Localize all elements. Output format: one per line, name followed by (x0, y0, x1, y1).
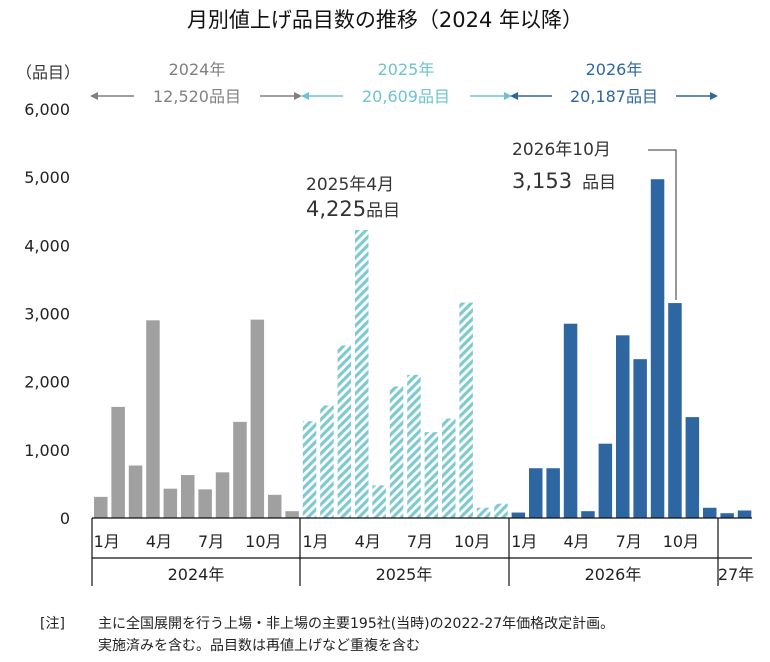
year-label-2025: 2025年 (376, 565, 433, 584)
bar-2025年-m4 (355, 229, 369, 518)
x-tick-label: 4月 (355, 532, 381, 551)
callout-2026-october-value-line: 3,153 品目 (512, 169, 616, 193)
y-tick-label: 5,000 (24, 168, 70, 187)
bars (94, 179, 752, 518)
bar-2025年-m10 (459, 302, 473, 518)
bar-2024年-m12 (285, 511, 299, 518)
year-label-2027: 27年 (718, 565, 754, 584)
bar-2026年-m6 (598, 443, 613, 518)
period-2024: 2024年 12,520品目 (90, 60, 302, 106)
bar-2024年-m7 (198, 489, 212, 518)
callout-2025-april-value: 4,225 (306, 197, 366, 221)
x-tick-label: 10月 (663, 532, 699, 551)
period-2025: 2025年 20,609品目 (301, 60, 512, 106)
bar-2025年-m7 (407, 374, 421, 518)
bar-2026年-m12 (703, 507, 717, 518)
bar-2025年-m8 (424, 432, 439, 518)
note-line-2: 実施済みを含む。品目数は再値上げなど重複を含む (98, 637, 420, 654)
x-tick-label: 7月 (198, 532, 224, 551)
bar-2026年-m11 (685, 417, 700, 518)
x-tick-label: 7月 (616, 532, 642, 551)
callout-2025-april-unit: 品目 (366, 201, 400, 221)
period-2026: 2026年 20,187品目 (510, 60, 718, 106)
bar-2025年-m2 (320, 405, 334, 518)
bar-2026年-m5 (581, 511, 595, 518)
callout-2025-april: 2025年4月 4,225品目 (306, 175, 400, 221)
chart-title: 月別値上げ品目数の推移（2024 年以降） (187, 8, 583, 32)
bar-2026年-m1 (511, 512, 526, 518)
bar-2026年-m2 (529, 468, 543, 518)
period-2024-total: 12,520品目 (153, 87, 241, 106)
bar-2025年-m5 (372, 485, 386, 518)
bar-2026年-m3 (546, 468, 560, 518)
callout-2026-october-leader (648, 149, 677, 300)
callout-2026-october-unit: 品目 (582, 173, 616, 193)
period-2026-year: 2026年 (586, 60, 643, 79)
x-tick-label: 4月 (146, 532, 172, 551)
period-2025-total: 20,609品目 (362, 87, 450, 106)
bar-27年-m1 (720, 513, 734, 518)
y-tick-label: 1,000 (24, 441, 70, 460)
bar-2025年-m12 (494, 503, 508, 518)
y-tick-label: 0 (60, 509, 70, 528)
note-label: [注] (40, 616, 65, 632)
year-label-2024: 2024年 (168, 565, 225, 584)
x-tick-label: 7月 (407, 532, 433, 551)
bar-2026年-m10 (668, 303, 682, 518)
bar-2025年-m1 (302, 421, 317, 518)
x-tick-labels: 1月 4月 7月 10月 1月 4月 7月 10月 1月 4月 7月 10月 (94, 532, 699, 551)
callout-2025-april-date: 2025年4月 (306, 175, 394, 195)
y-tick-label: 4,000 (24, 236, 70, 255)
callout-2026-october-value: 3,153 (512, 169, 572, 193)
bar-2025年-m3 (337, 345, 352, 518)
callout-2026-october: 2026年10月 3,153 品目 (512, 140, 677, 300)
x-tick-label: 4月 (563, 532, 589, 551)
y-tick-label: 6,000 (24, 100, 70, 119)
period-2025-year: 2025年 (378, 60, 435, 79)
year-label-2026: 2026年 (585, 565, 642, 584)
callout-2025-april-value-line: 4,225品目 (306, 197, 400, 221)
x-tick-label: 10月 (245, 532, 281, 551)
bar-27年-m2 (737, 510, 752, 518)
bar-2024年-m6 (181, 475, 195, 518)
bar-2026年-m4 (563, 323, 578, 518)
x-tick-label: 1月 (94, 532, 120, 551)
x-tick-label: 10月 (454, 532, 490, 551)
bar-2026年-m8 (633, 359, 647, 518)
bar-2024年-m9 (233, 421, 247, 518)
bar-2024年-m1 (94, 496, 108, 518)
y-tick-label: 2,000 (24, 373, 70, 392)
bar-2024年-m11 (268, 494, 282, 518)
x-tick-label: 1月 (302, 532, 328, 551)
bar-2026年-m9 (650, 179, 665, 518)
bar-2025年-m6 (389, 386, 404, 518)
y-axis-label: （品目） (16, 63, 80, 82)
bar-2024年-m4 (146, 320, 160, 518)
x-tick-label: 1月 (511, 532, 537, 551)
y-tick-label: 3,000 (24, 305, 70, 324)
y-tick-labels: 0 1,000 2,000 3,000 4,000 5,000 6,000 (24, 100, 70, 528)
bar-2025年-m11 (476, 507, 491, 518)
period-2024-year: 2024年 (169, 60, 226, 79)
bar-2024年-m10 (250, 319, 265, 518)
bar-2024年-m8 (215, 472, 230, 518)
bar-2025年-m9 (442, 418, 456, 518)
bar-2024年-m3 (128, 465, 143, 518)
callout-2026-october-date: 2026年10月 (512, 140, 611, 160)
bar-2024年-m2 (111, 406, 125, 518)
bar-2024年-m5 (163, 488, 178, 518)
note-line-1: 主に全国展開を行う上場・非上場の主要195社(当時)の2022-27年価格改定計… (98, 615, 614, 632)
period-2026-total: 20,187品目 (570, 87, 658, 106)
bar-2026年-m7 (616, 335, 630, 518)
